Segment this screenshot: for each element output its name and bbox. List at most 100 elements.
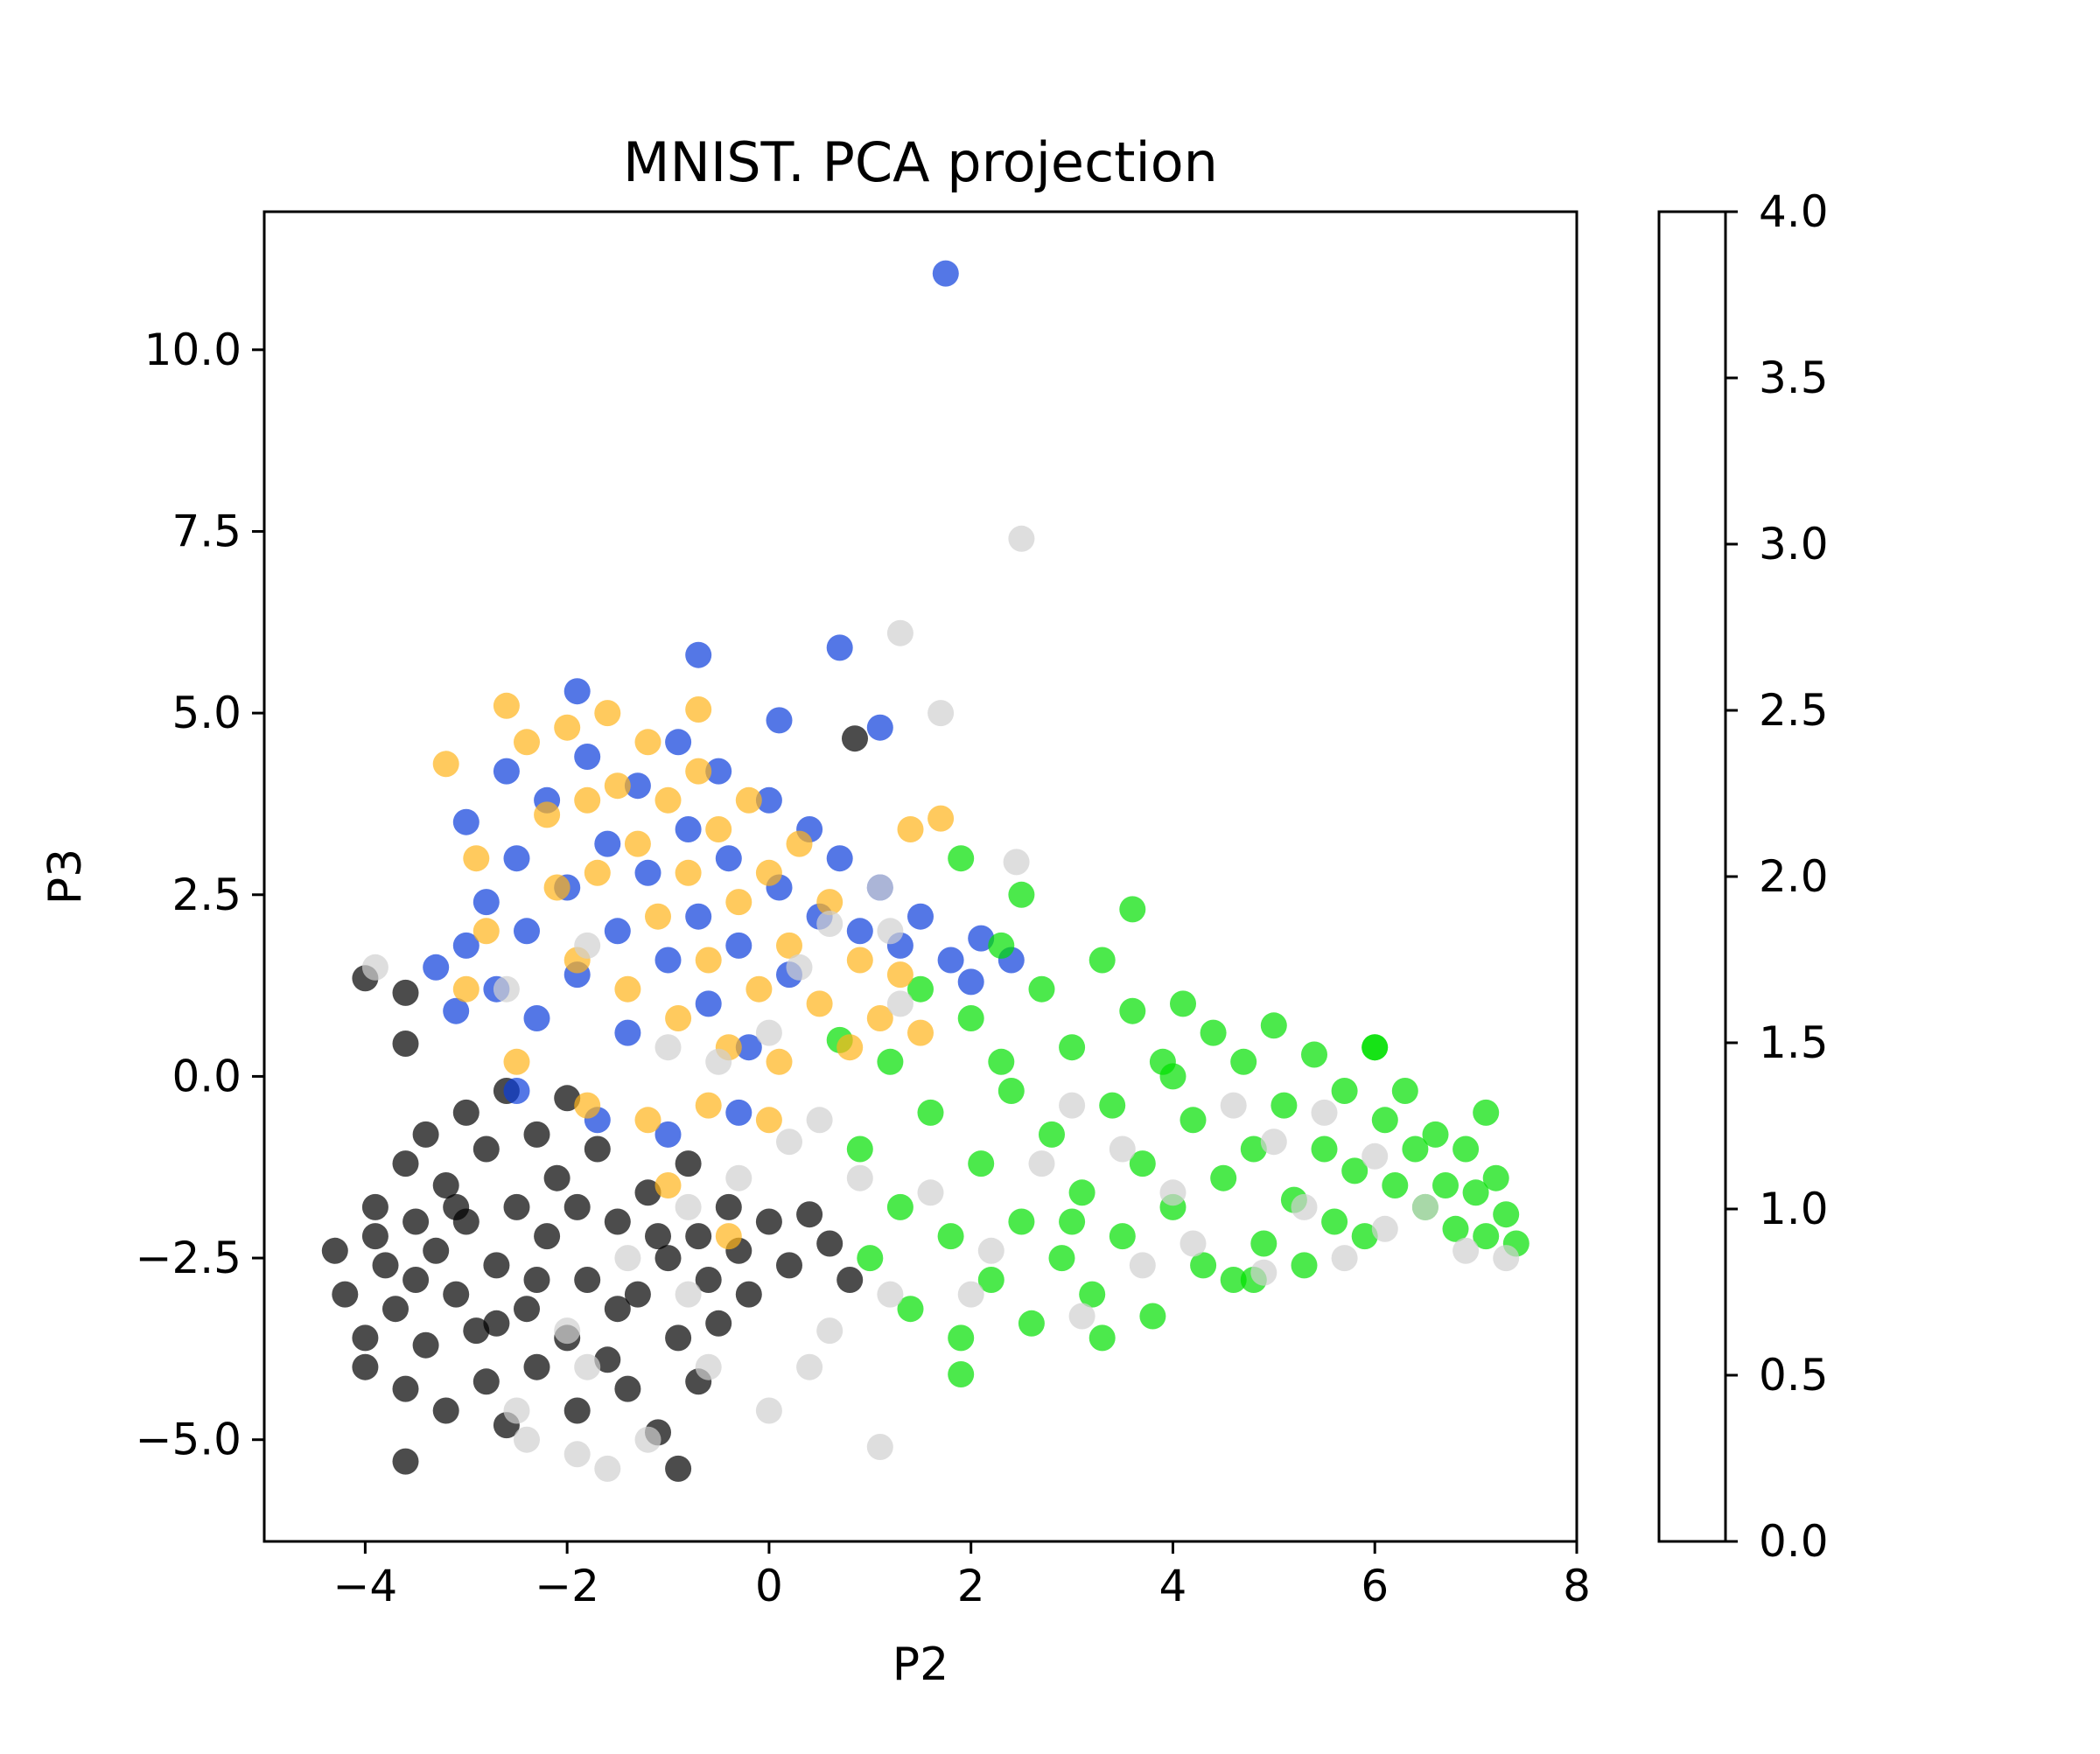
scatter-point-class-0 [443,1281,470,1308]
scatter-point-class-0 [755,1208,782,1235]
scatter-point-class-0 [514,1296,540,1323]
scatter-point-class-2 [957,1005,984,1031]
scatter-point-class-2 [1371,1107,1398,1134]
scatter-point-class-2 [1260,1012,1287,1039]
scatter-point-class-3 [695,947,722,974]
scatter-point-class-3 [463,845,490,872]
scatter-point-class-1 [452,808,480,835]
scatter-point-class-4 [806,1107,833,1134]
points-layer [321,260,1530,1482]
scatter-point-class-0 [412,1331,439,1359]
scatter-point-class-2 [1382,1172,1409,1198]
scatter-point-class-3 [543,874,570,901]
scatter-point-class-1 [685,903,712,930]
scatter-point-class-2 [1028,975,1055,1003]
scatter-point-class-4 [755,1397,782,1424]
scatter-point-class-2 [886,1193,914,1220]
scatter-point-class-4 [866,1434,893,1460]
scatter-point-class-0 [372,1252,399,1279]
scatter-point-class-4 [886,990,914,1017]
scatter-point-class-4 [1250,1259,1278,1286]
scatter-point-class-0 [352,1324,379,1352]
y-tick-label: 2.5 [172,870,242,920]
scatter-point-class-0 [634,1179,662,1206]
scatter-point-class-3 [685,758,712,785]
scatter-point-class-2 [1270,1092,1298,1119]
y-axis-label: P3 [39,849,92,905]
scatter-point-class-2 [1210,1164,1237,1191]
scatter-point-class-3 [806,990,833,1017]
scatter-point-class-4 [1159,1179,1186,1206]
scatter-point-class-0 [432,1397,459,1424]
scatter-point-class-0 [665,1324,692,1352]
scatter-point-class-1 [705,758,732,785]
scatter-point-class-1 [503,845,530,872]
scatter-point-class-4 [614,1245,641,1272]
scatter-point-class-1 [594,830,621,857]
scatter-point-class-2 [1321,1208,1348,1235]
scatter-point-class-1 [574,744,601,770]
scatter-point-class-3 [705,816,732,842]
scatter-point-class-2 [1018,1310,1045,1337]
scatter-point-class-4 [1311,1099,1338,1126]
scatter-point-class-4 [1068,1303,1096,1330]
scatter-point-class-1 [826,845,853,872]
x-tick-label: −4 [333,1561,398,1611]
scatter-point-class-3 [746,975,773,1003]
scatter-point-class-2 [1008,881,1035,908]
scatter-point-class-1 [907,903,934,930]
scatter-point-class-1 [735,1034,762,1061]
scatter-point-class-0 [392,1150,419,1177]
scatter-point-class-1 [725,932,752,959]
x-tick-label: 0 [755,1561,783,1611]
scatter-point-class-4 [928,700,955,727]
scatter-point-class-3 [452,975,480,1003]
scatter-point-class-2 [1039,1121,1065,1148]
scatter-point-class-3 [624,830,651,857]
scatter-point-class-2 [1220,1267,1247,1293]
scatter-point-class-1 [564,678,591,705]
scatter-point-class-4 [493,975,520,1003]
scatter-point-class-3 [634,729,662,756]
scatter-point-class-0 [443,1193,470,1220]
scatter-point-class-1 [932,260,959,287]
scatter-point-class-1 [493,758,520,785]
scatter-point-class-1 [685,641,712,668]
scatter-point-class-4 [1371,1215,1398,1242]
scatter-point-class-4 [816,911,844,937]
scatter-point-class-4 [634,1426,662,1453]
scatter-point-class-4 [1331,1245,1358,1272]
scatter-point-class-0 [472,1136,500,1163]
scatter-point-class-4 [1493,1245,1520,1272]
scatter-point-class-3 [886,961,914,989]
scatter-point-class-2 [907,975,934,1003]
scatter-point-class-0 [554,1085,581,1112]
scatter-point-class-4 [1180,1230,1207,1257]
axes-frame [262,210,1578,1543]
scatter-point-class-3 [836,1034,864,1061]
scatter-point-class-4 [886,619,914,646]
scatter-point-class-4 [594,1455,621,1482]
scatter-point-class-1 [443,997,470,1024]
scatter-point-class-3 [846,947,873,974]
x-axis-label: P2 [892,1639,948,1691]
scatter-point-class-1 [866,714,893,741]
scatter-point-class-2 [846,1136,873,1163]
scatter-point-class-1 [766,707,793,734]
colorbar-frame [1657,210,1727,1543]
scatter-point-class-2 [968,1150,995,1177]
scatter-point-class-2 [1362,1034,1389,1061]
scatter-point-class-2 [1402,1136,1429,1163]
scatter-point-class-3 [574,786,601,814]
scatter-point-class-0 [836,1267,864,1293]
scatter-point-class-4 [786,954,813,981]
scatter-point-class-0 [695,1267,722,1293]
scatter-point-class-2 [1422,1121,1449,1148]
scatter-point-class-4 [977,1237,1004,1264]
scatter-point-class-2 [1462,1179,1489,1206]
scatter-point-class-4 [574,932,601,959]
y-tick-label: 0.0 [172,1051,242,1101]
scatter-point-class-3 [766,1048,793,1075]
scatter-point-class-2 [1493,1201,1520,1228]
scatter-point-class-2 [1068,1179,1096,1206]
